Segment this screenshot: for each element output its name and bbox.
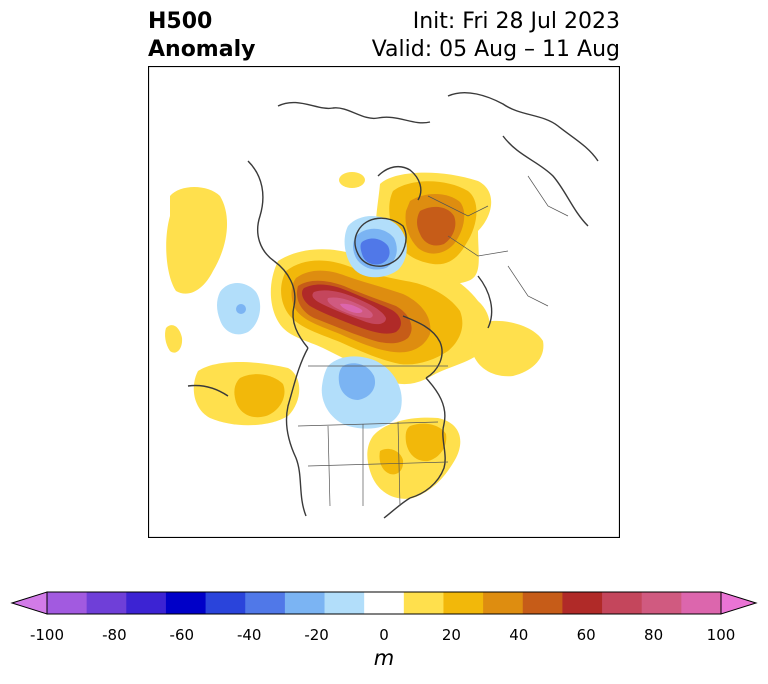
trough-hudson-60 [360,238,390,265]
colorbar-segment [403,592,444,614]
colorbar-tick-label: 20 [441,626,461,644]
colorbar-segment [126,592,167,614]
trough-central-canada-40 [338,363,376,400]
colorbar-unit-label: m [373,646,395,670]
colorbar-segment [324,592,365,614]
ridge-pacific-west [166,187,228,294]
colorbar-segment [284,592,326,614]
colorbar-segment [205,592,246,614]
map-title: H500 Anomaly [148,8,255,64]
colorbar-frame [46,591,722,615]
ridge-east-us-40 [405,423,447,462]
ridge-ne-pacific-40 [234,374,285,418]
colorbar [10,591,758,615]
ridge-arctic-east-20 [471,320,544,377]
colorbar-segment [602,592,643,614]
title-line-1: H500 [148,9,213,34]
colorbar-tick-label: 60 [576,626,596,644]
colorbar-segment [522,592,563,614]
colorbar-right-extension [720,591,758,615]
colorbar-tick-label: 0 [379,626,389,644]
colorbar-segment [681,592,722,614]
colorbar-left-extension [10,591,48,615]
colorbar-tick-label: -40 [236,626,262,644]
colorbar-tick-label: -60 [169,626,195,644]
ridge-siberia-80 [417,206,456,246]
colorbar-segment [562,592,603,614]
colorbar-segment [443,592,484,614]
ridge-east-us-40b [379,448,404,475]
colorbar-tick-label: 80 [644,626,664,644]
colorbar-segment [245,592,286,614]
init-date: Init: Fri 28 Jul 2023 [412,9,620,34]
colorbar-segment [364,592,405,614]
coastlines [187,92,599,519]
anomaly-small-pole [339,172,365,188]
ridge-pacific-small [165,325,183,353]
colorbar-tick-label: -80 [102,626,127,644]
colorbar-segment [47,592,88,614]
valid-range: Valid: 05 Aug – 11 Aug [371,37,620,62]
anomaly-map [148,66,620,538]
colorbar-segment [86,592,127,614]
colorbar-segment [641,592,682,614]
political-borders [297,175,569,507]
map-dates: Init: Fri 28 Jul 2023 Valid: 05 Aug – 11… [372,8,620,64]
trough-gulf-alaska-40 [236,304,246,314]
colorbar-tick-label: 100 [706,626,736,644]
colorbar-tick-label: -20 [304,626,329,644]
colorbar-tick-label: 40 [509,626,529,644]
ridge-arctic-160 [340,303,363,314]
title-line-2: Anomaly [148,37,256,62]
colorbar-segment [165,592,207,614]
colorbar-segments [47,592,722,614]
colorbar-tick-label: -100 [29,626,65,644]
colorbar-segment [483,592,524,614]
